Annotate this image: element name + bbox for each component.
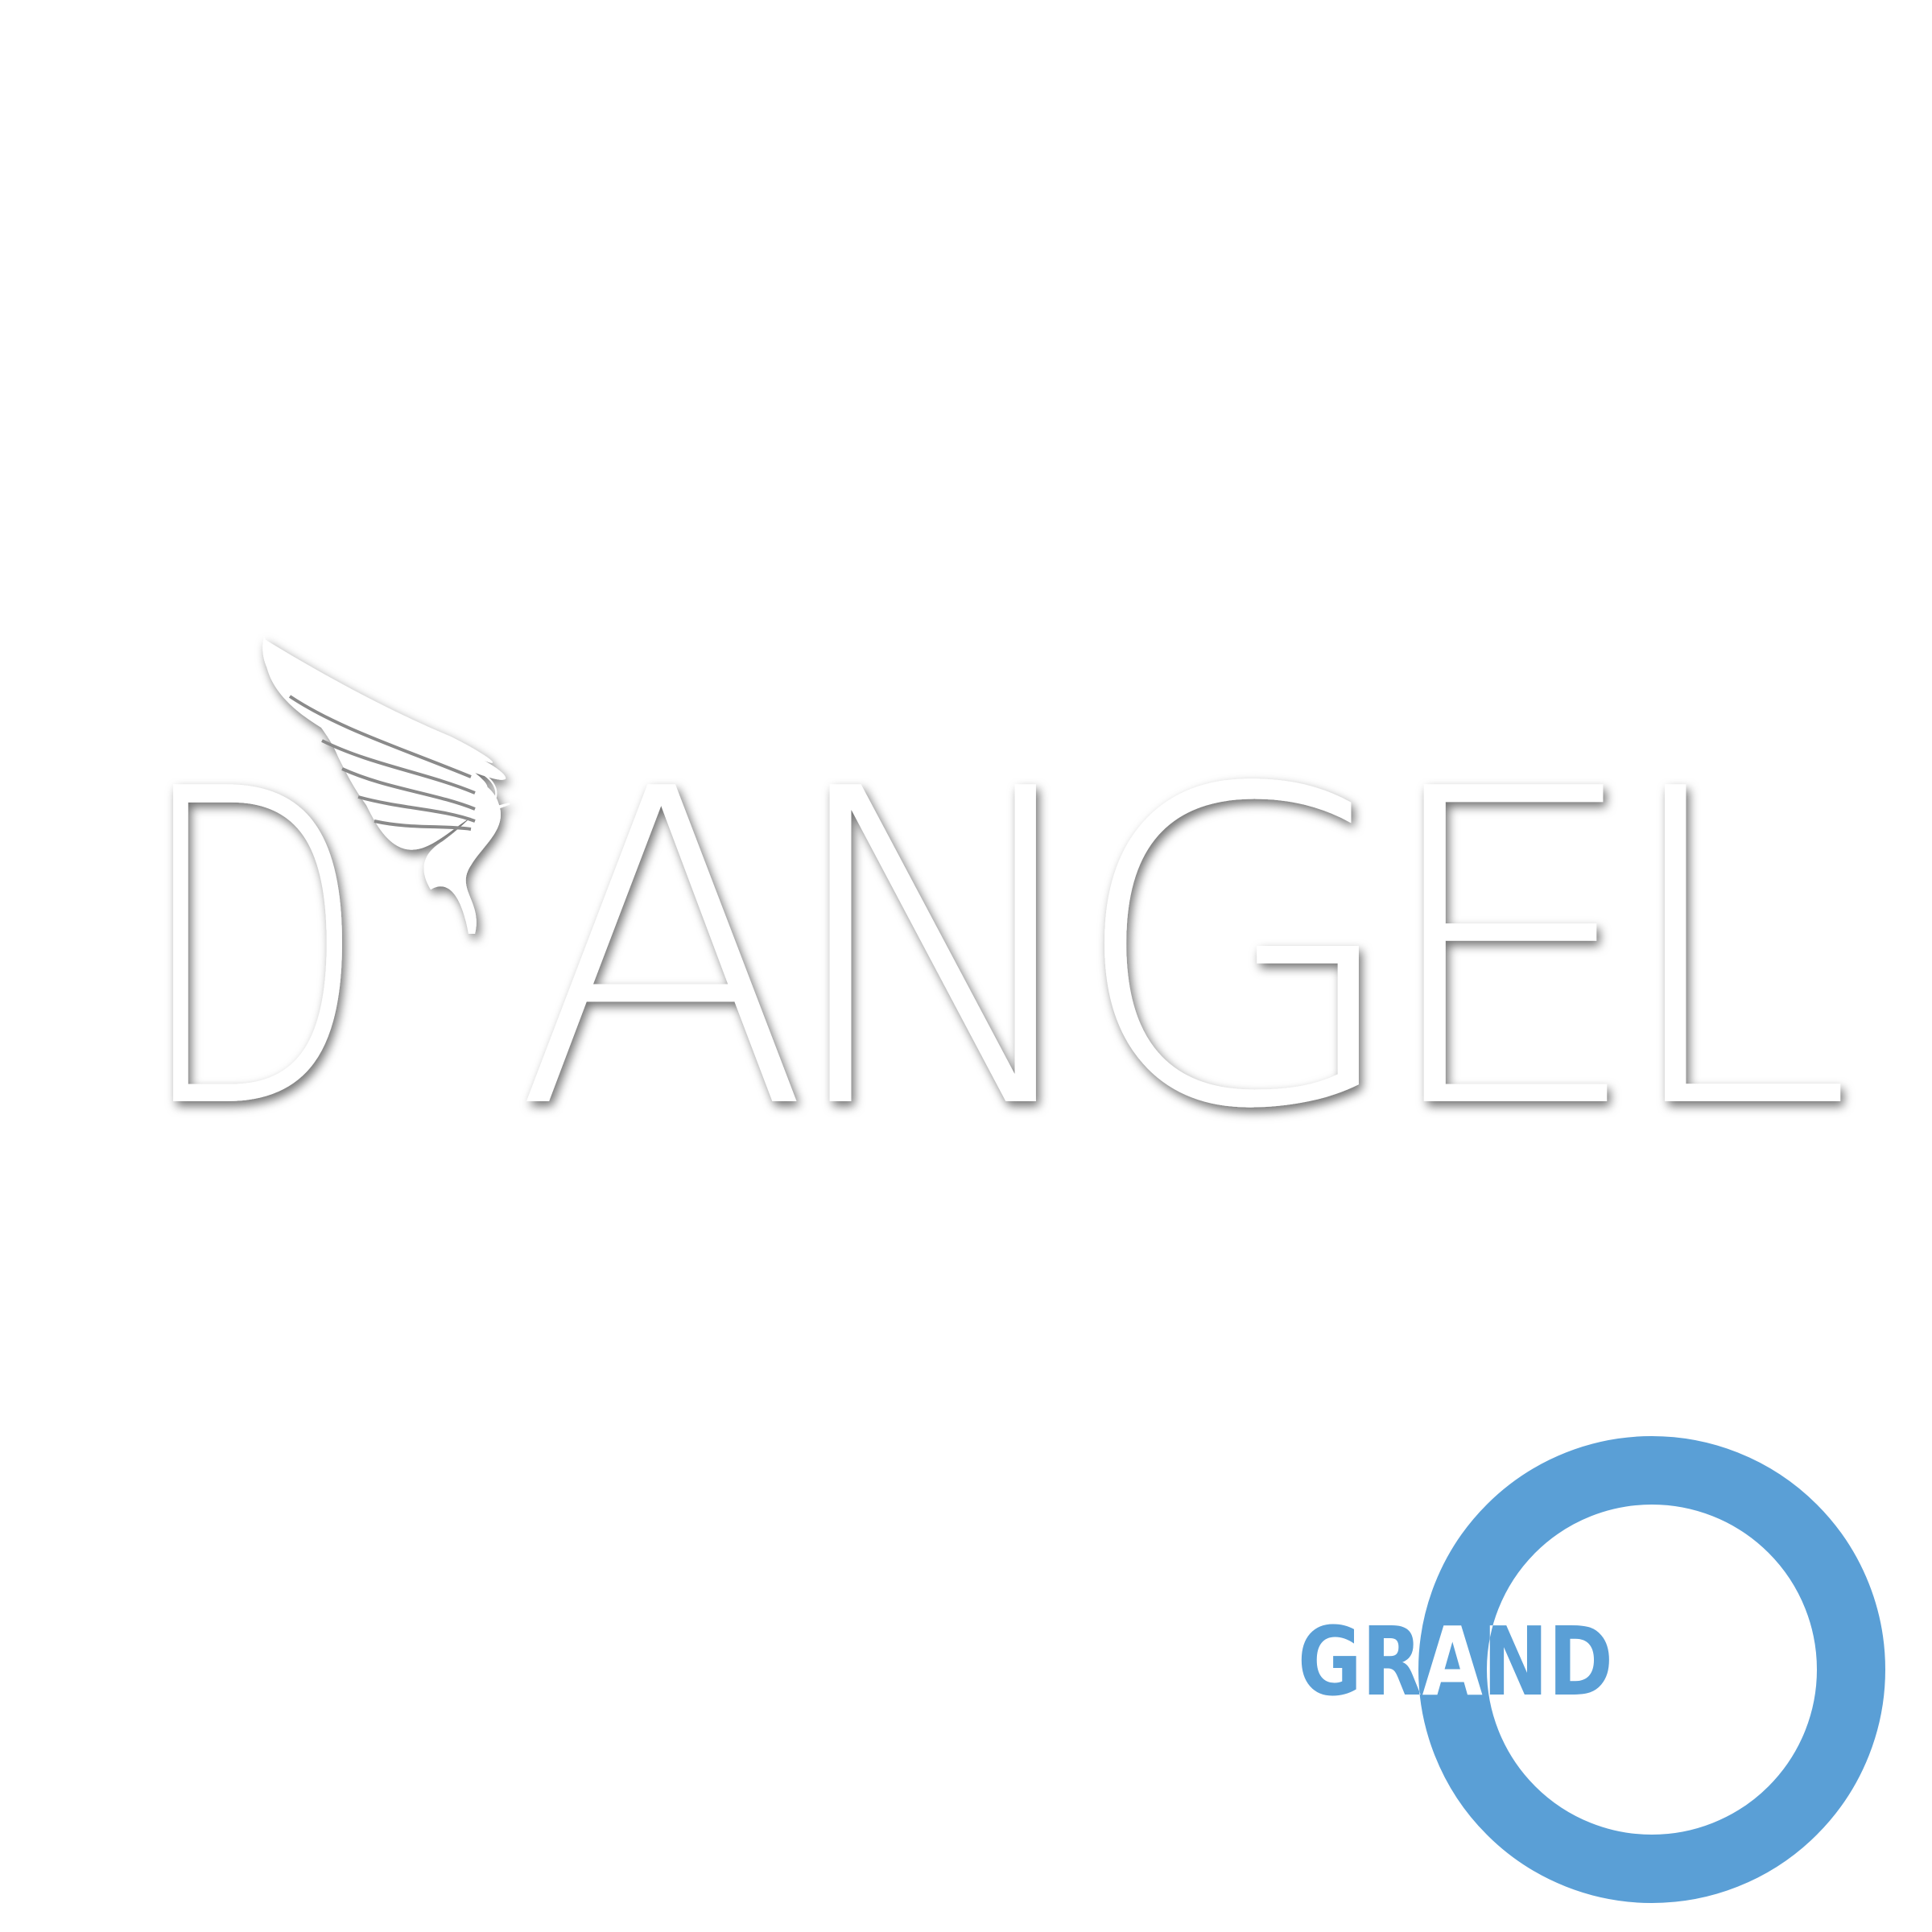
initial-letter: D — [137, 699, 367, 1204]
wing — [262, 636, 510, 934]
grand-text: GRAND — [1298, 1606, 1613, 1717]
ring — [1418, 1436, 1885, 1903]
brand-name: ANGEL — [514, 699, 1854, 1204]
wordmark: D ANGEL — [137, 636, 1854, 1204]
